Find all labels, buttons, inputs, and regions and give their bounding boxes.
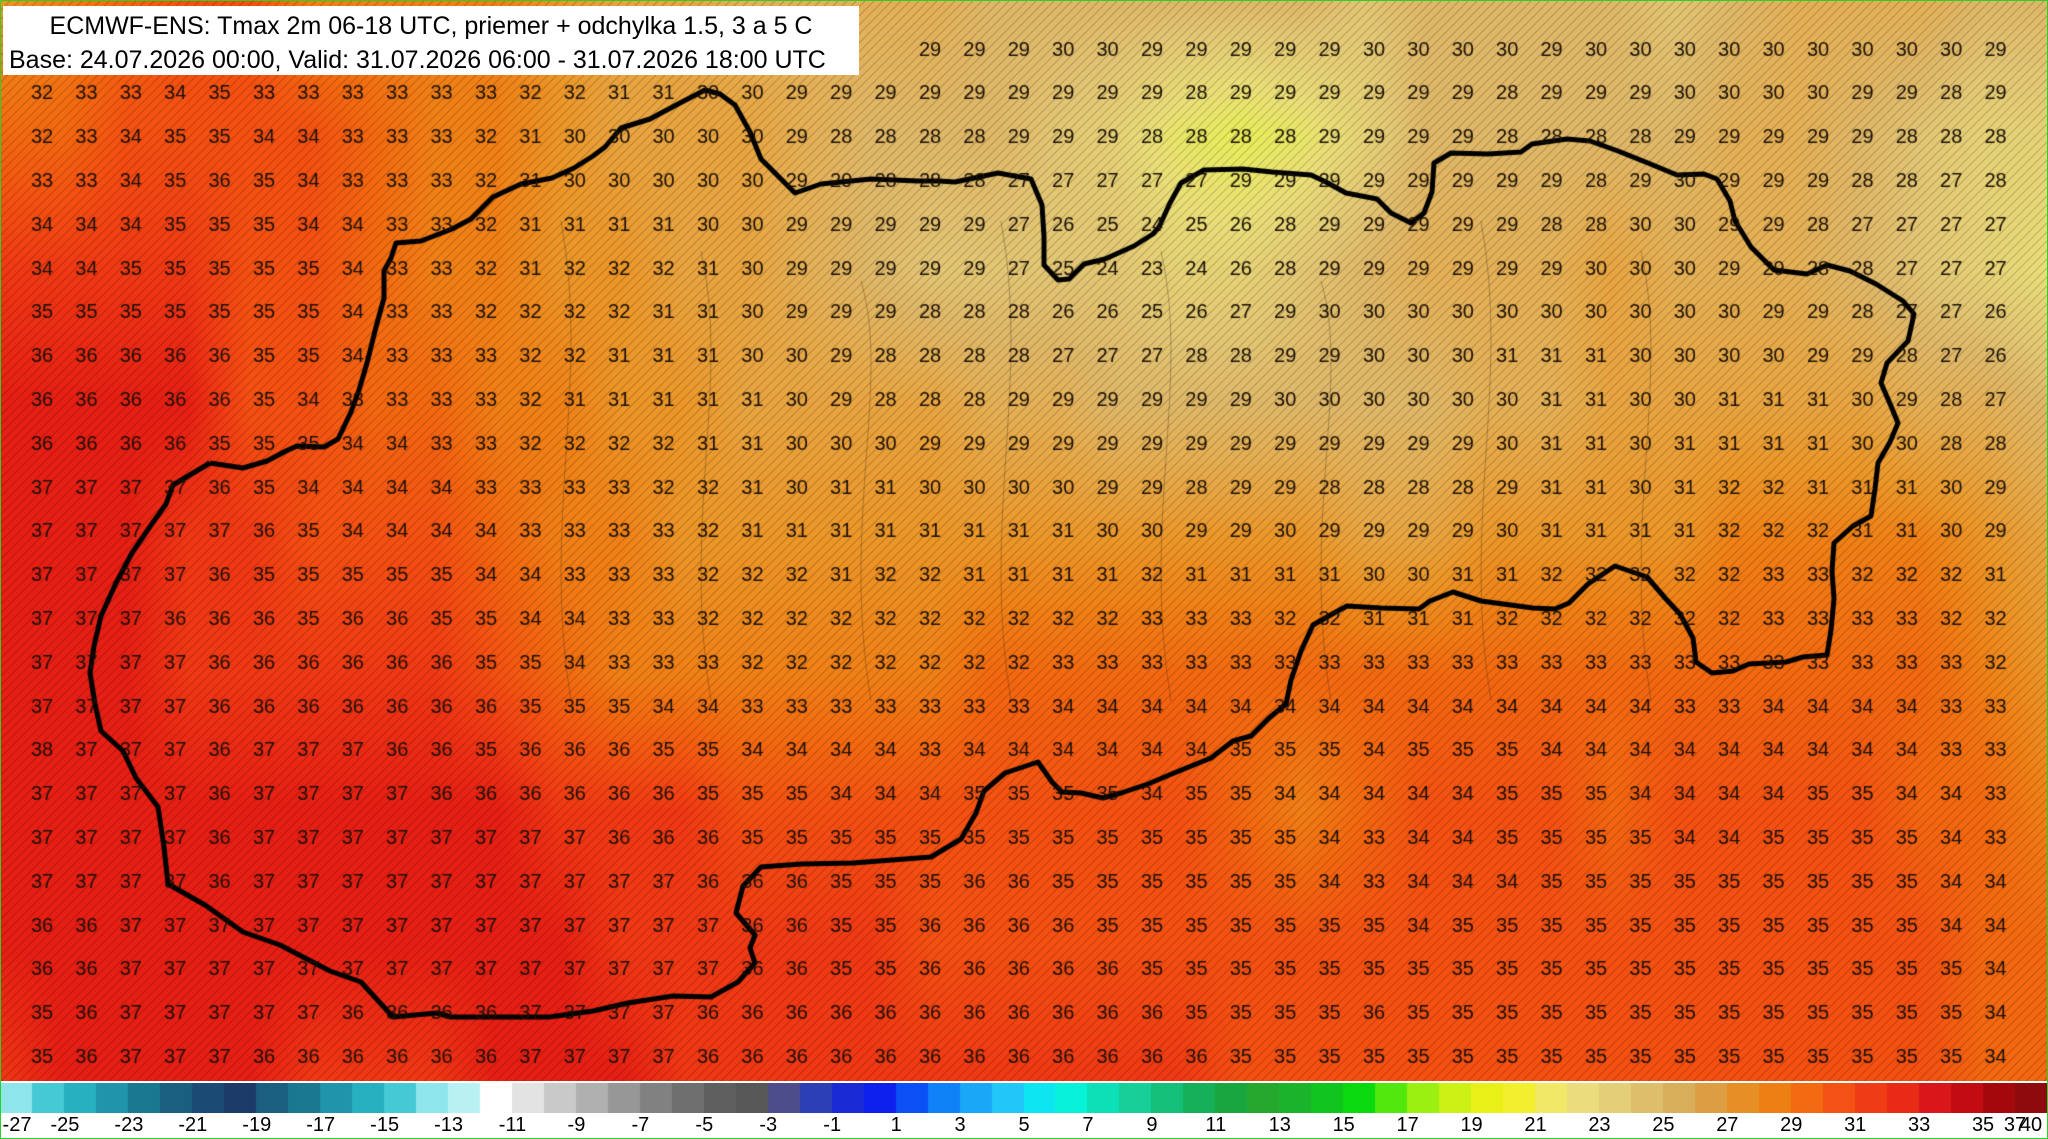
color-scale-tick-label: -27 xyxy=(2,1114,32,1136)
color-scale-tick-label: -1 xyxy=(823,1114,842,1136)
color-scale-tick-label: 5 xyxy=(1018,1114,1030,1136)
color-scale-tick-label: 37 xyxy=(2003,1114,2027,1136)
color-scale-tick-label: 29 xyxy=(1780,1114,1803,1136)
color-scale-tick-label: 31 xyxy=(1844,1114,1867,1136)
color-scale-tick-label: -13 xyxy=(434,1114,464,1136)
color-scale-tick-label: 19 xyxy=(1460,1114,1483,1136)
color-scale-tick-label: 7 xyxy=(1082,1114,1094,1136)
color-scale-tick-label: -11 xyxy=(498,1114,527,1136)
color-scale-tick-label: 40 xyxy=(2019,1114,2043,1136)
color-scale-tick-label: -5 xyxy=(695,1114,714,1136)
color-scale-tick-label: -15 xyxy=(370,1114,400,1136)
color-scale-tick-label: 9 xyxy=(1146,1114,1158,1136)
color-scale-tick-label: -25 xyxy=(50,1114,80,1136)
color-scale-tick-label: -17 xyxy=(306,1114,336,1136)
map-subtitle: Base: 24.07.2026 00:00, Valid: 31.07.202… xyxy=(9,46,826,74)
map-title: ECMWF-ENS: Tmax 2m 06-18 UTC, priemer + … xyxy=(49,12,813,40)
color-scale-tick-label: 1 xyxy=(890,1114,902,1136)
temperature-map xyxy=(1,1,2047,1081)
title-box: ECMWF-ENS: Tmax 2m 06-18 UTC, priemer + … xyxy=(3,6,859,75)
color-scale-tick-label: -21 xyxy=(178,1114,208,1136)
color-scale-tick-label: -23 xyxy=(114,1114,144,1136)
color-scale-tick-label: 21 xyxy=(1524,1114,1547,1136)
color-scale-tick-label: 27 xyxy=(1716,1114,1739,1136)
color-scale-tick-label: 25 xyxy=(1652,1114,1675,1136)
color-scale-tick-label: -7 xyxy=(631,1114,650,1136)
color-scale-tick-label: 13 xyxy=(1268,1114,1291,1136)
color-scale-tick-label: -19 xyxy=(242,1114,272,1136)
color-scale-tick-label: 15 xyxy=(1332,1114,1355,1136)
color-scale-tick-label: 35 xyxy=(1971,1114,1995,1136)
color-scale-tick-label: 11 xyxy=(1205,1114,1227,1136)
color-scale-tick-label: 17 xyxy=(1396,1114,1419,1136)
color-scale-tick-label: -3 xyxy=(759,1114,778,1136)
color-scale-bar xyxy=(1,1083,2047,1113)
color-scale-tick-label: 33 xyxy=(1908,1114,1931,1136)
color-scale-tick-label: 23 xyxy=(1588,1114,1611,1136)
color-scale-tick-label: -9 xyxy=(567,1114,586,1136)
color-scale-labels: -27 -25 -23 -21 -19 -17 -15 -13 -11 -9 -7 -5 -3 -1 1 3 5… xyxy=(1,1114,2047,1138)
color-scale-tick-label: 3 xyxy=(954,1114,966,1136)
